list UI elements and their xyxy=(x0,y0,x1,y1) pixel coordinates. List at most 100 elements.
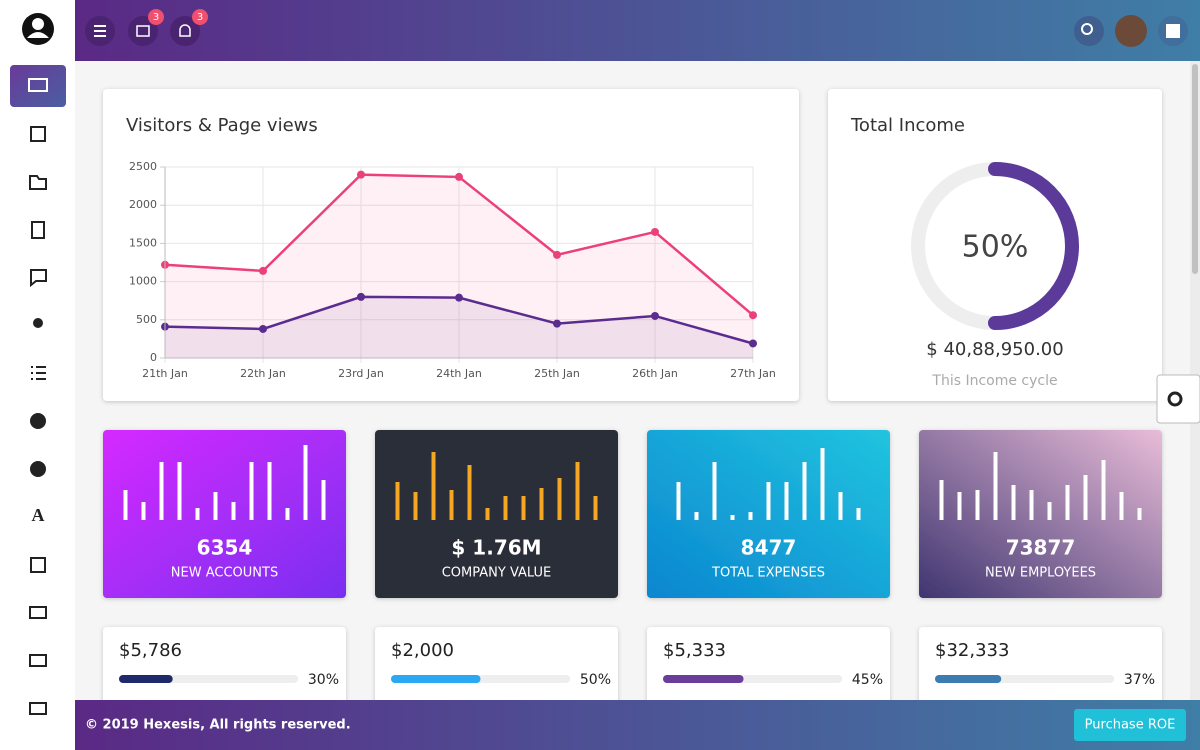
nav-users[interactable] xyxy=(33,318,43,328)
y-tick-label: 500 xyxy=(136,313,157,326)
mini-bar xyxy=(413,492,418,520)
nav-active[interactable] xyxy=(10,65,66,107)
x-tick-label: 25th Jan xyxy=(534,367,580,380)
mini-bar xyxy=(123,490,128,520)
nav-typography[interactable]: A xyxy=(32,505,45,525)
nav-clipboard[interactable] xyxy=(31,221,45,239)
mini-bar xyxy=(730,515,735,520)
donut-arc xyxy=(988,162,1079,330)
nav-info[interactable] xyxy=(30,461,46,477)
progress-amount: $2,000 xyxy=(391,640,454,661)
mini-bar xyxy=(177,462,182,520)
search-button[interactable] xyxy=(1074,16,1104,46)
bell-button[interactable] xyxy=(170,16,200,46)
income-card xyxy=(828,89,1162,401)
nav-table[interactable] xyxy=(29,654,47,667)
progress-bar xyxy=(663,675,744,683)
stat-value: $ 1.76M xyxy=(451,536,541,560)
apps-icon xyxy=(1166,24,1180,38)
bell-badge-bg xyxy=(192,9,208,25)
mini-bar xyxy=(141,502,146,520)
nav-table[interactable] xyxy=(29,606,47,619)
logo-body xyxy=(27,32,49,38)
nav-folder[interactable] xyxy=(29,175,47,190)
point xyxy=(651,227,659,236)
point xyxy=(749,339,757,348)
menu-icon xyxy=(94,25,106,37)
progress-label: 37% xyxy=(1124,672,1155,688)
mini-bar xyxy=(449,490,454,520)
mini-bar xyxy=(820,448,825,520)
nav-chat[interactable] xyxy=(30,269,47,288)
mini-bar xyxy=(712,462,717,520)
bell-badge: 3 xyxy=(197,12,203,23)
point xyxy=(749,311,757,320)
mini-bar xyxy=(557,478,562,520)
nav-icon xyxy=(28,78,48,92)
x-tick-label: 22th Jan xyxy=(240,367,286,380)
y-tick-label: 2500 xyxy=(129,160,157,173)
mini-bar xyxy=(939,480,944,520)
avatar[interactable] xyxy=(1115,15,1147,47)
mini-bar xyxy=(993,452,998,520)
mini-bar xyxy=(485,508,490,520)
mini-bar xyxy=(1137,508,1142,520)
x-tick-label: 26th Jan xyxy=(632,367,678,380)
nav-table[interactable] xyxy=(29,702,47,715)
settings-button[interactable] xyxy=(1156,374,1200,424)
mini-bar xyxy=(1011,485,1016,520)
nav-list[interactable] xyxy=(31,366,46,380)
progress-bar xyxy=(935,675,1002,683)
mini-bar xyxy=(802,462,807,520)
mini-bar xyxy=(575,462,580,520)
area xyxy=(165,296,753,358)
mini-bar xyxy=(321,480,326,520)
x-tick-label: 24th Jan xyxy=(436,367,482,380)
card-title: Visitors & Page views xyxy=(126,115,318,136)
scroll-thumb[interactable] xyxy=(1192,64,1198,274)
stat-card xyxy=(375,430,618,598)
mini-bar xyxy=(249,462,254,520)
point xyxy=(259,266,267,275)
stat-value: 73877 xyxy=(1006,536,1076,560)
nav-calendar[interactable] xyxy=(30,126,46,142)
point xyxy=(455,293,463,302)
mini-bar xyxy=(195,508,200,520)
mini-bar xyxy=(1101,460,1106,520)
point xyxy=(553,319,561,328)
point xyxy=(357,170,365,179)
mini-bar xyxy=(213,492,218,520)
mini-bar xyxy=(503,496,508,520)
mail-icon xyxy=(136,25,150,37)
mini-bar xyxy=(1047,502,1052,520)
mini-bar xyxy=(395,482,400,520)
mini-bar xyxy=(748,512,753,520)
mini-bar xyxy=(539,488,544,520)
mini-bar xyxy=(1065,485,1070,520)
x-tick-label: 21th Jan xyxy=(142,367,188,380)
nav-palette[interactable] xyxy=(30,413,46,429)
nav-icons xyxy=(29,126,47,715)
income-caption: This Income cycle xyxy=(931,373,1057,389)
progress-label: 45% xyxy=(852,672,883,688)
nav-form[interactable] xyxy=(30,557,46,573)
progress-bar xyxy=(119,675,173,683)
stat-label: TOTAL EXPENSES xyxy=(711,566,825,581)
stat-label: NEW ACCOUNTS xyxy=(171,566,278,581)
mini-bar xyxy=(467,465,472,520)
y-tick-label: 1000 xyxy=(129,275,157,288)
x-tick-label: 27th Jan xyxy=(730,367,776,380)
settings-icon xyxy=(1167,391,1183,407)
stat-label: NEW EMPLOYEES xyxy=(985,566,1096,581)
progress-card xyxy=(647,627,890,717)
purchase-button[interactable] xyxy=(1074,709,1186,741)
search-icon xyxy=(1081,23,1093,35)
stat-label: COMPANY VALUE xyxy=(442,566,552,581)
header xyxy=(75,0,1200,61)
mail-badge-bg xyxy=(148,9,164,25)
mail-button[interactable] xyxy=(128,16,158,46)
purchase-label[interactable]: Purchase ROE xyxy=(1085,718,1176,733)
mini-bar xyxy=(1083,475,1088,520)
